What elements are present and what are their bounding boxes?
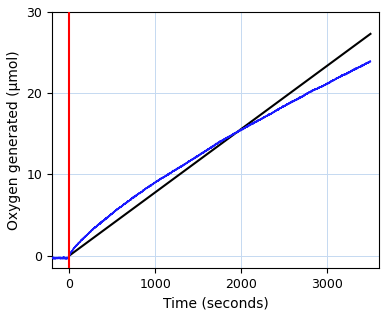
X-axis label: Time (seconds): Time (seconds) [163, 296, 268, 310]
Y-axis label: Oxygen generated (μmol): Oxygen generated (μmol) [7, 50, 21, 230]
